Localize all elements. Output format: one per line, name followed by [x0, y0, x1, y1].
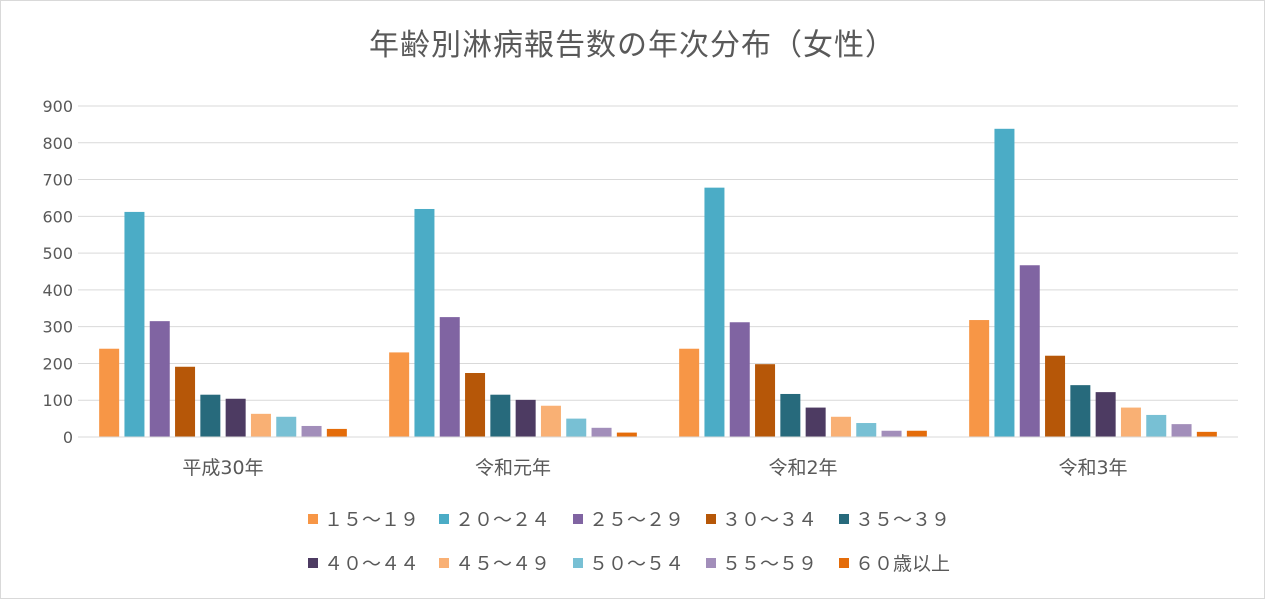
legend-swatch: [706, 558, 716, 568]
legend-label: ４０～４４: [324, 553, 419, 575]
bar: [994, 128, 1015, 437]
y-tick-label: 0: [63, 428, 73, 447]
bar: [301, 425, 322, 437]
bar: [1019, 265, 1040, 437]
bars: [99, 128, 1217, 437]
bar: [124, 211, 145, 437]
y-tick-label: 700: [42, 171, 73, 190]
bar: [465, 373, 486, 437]
bar: [326, 428, 347, 437]
bar: [540, 405, 561, 437]
y-tick-label: 900: [42, 97, 73, 116]
bar: [704, 187, 725, 437]
bar: [566, 418, 587, 437]
legend-label: ２０～２４: [455, 509, 550, 531]
legend-label: ３５～３９: [855, 509, 950, 531]
legend-swatch: [573, 558, 583, 568]
bar: [200, 394, 221, 437]
legend-label: ５０～５４: [589, 553, 684, 575]
legend-swatch: [439, 514, 449, 524]
gridlines: [78, 105, 1238, 438]
legend-label: ３０～３４: [722, 509, 817, 531]
y-tick-label: 800: [42, 134, 73, 153]
legend-swatch: [308, 558, 318, 568]
legend-swatch: [706, 514, 716, 524]
bar: [780, 393, 801, 437]
bar: [439, 317, 460, 437]
legend-label: ４５～４９: [455, 553, 550, 575]
y-axis: 0 100 200 300 400 500 600 700 800 900: [42, 97, 73, 447]
legend-label: ５５～５９: [722, 553, 817, 575]
bar: [830, 416, 851, 437]
bar: [1120, 407, 1141, 437]
chart-title: 年齢別淋病報告数の年次分布（女性）: [369, 28, 896, 63]
y-tick-label: 300: [42, 318, 73, 337]
bar: [1146, 414, 1167, 437]
bar: [175, 366, 196, 437]
bar: [276, 416, 297, 437]
x-category-label: 平成30年: [182, 457, 263, 479]
y-tick-label: 200: [42, 354, 73, 373]
bar: [805, 407, 826, 437]
legend-label: ６０歳以上: [855, 553, 950, 575]
bar: [616, 432, 637, 437]
x-category-label: 令和3年: [1058, 457, 1127, 479]
bar: [1095, 392, 1116, 437]
x-category-label: 令和元年: [475, 457, 551, 479]
y-tick-label: 500: [42, 244, 73, 263]
bar: [1070, 385, 1091, 437]
legend-label: １５～１９: [324, 509, 419, 531]
bar: [591, 427, 612, 437]
legend: １５～１９ ２０～２４ ２５～２９ ３０～３４ ３５～３９ ４０～４４ ４５～４９ ５０～５４…: [308, 509, 950, 575]
y-tick-label: 400: [42, 281, 73, 300]
legend-swatch: [573, 514, 583, 524]
legend-swatch: [839, 514, 849, 524]
bar: [1045, 355, 1066, 437]
bar: [1196, 431, 1217, 437]
legend-swatch: [839, 558, 849, 568]
bar: [414, 208, 435, 437]
bar: [906, 430, 927, 437]
bar: [225, 398, 246, 437]
legend-swatch: [308, 514, 318, 524]
bar: [490, 394, 511, 437]
bar: [389, 352, 410, 437]
x-category-label: 令和2年: [768, 457, 837, 479]
bar: [729, 322, 750, 437]
bar: [969, 320, 990, 437]
bar: [679, 348, 700, 437]
y-tick-label: 100: [42, 391, 73, 410]
y-tick-label: 600: [42, 207, 73, 226]
bar: [1171, 424, 1192, 437]
legend-label: ２５～２９: [589, 509, 684, 531]
bar: [755, 364, 776, 437]
bar: [856, 423, 877, 437]
bar: [881, 430, 902, 437]
bar: [149, 321, 170, 437]
x-axis: 平成30年 令和元年 令和2年 令和3年: [78, 436, 1238, 479]
bar: [250, 413, 271, 437]
legend-swatch: [439, 558, 449, 568]
bar: [515, 399, 536, 437]
bar: [99, 348, 120, 437]
